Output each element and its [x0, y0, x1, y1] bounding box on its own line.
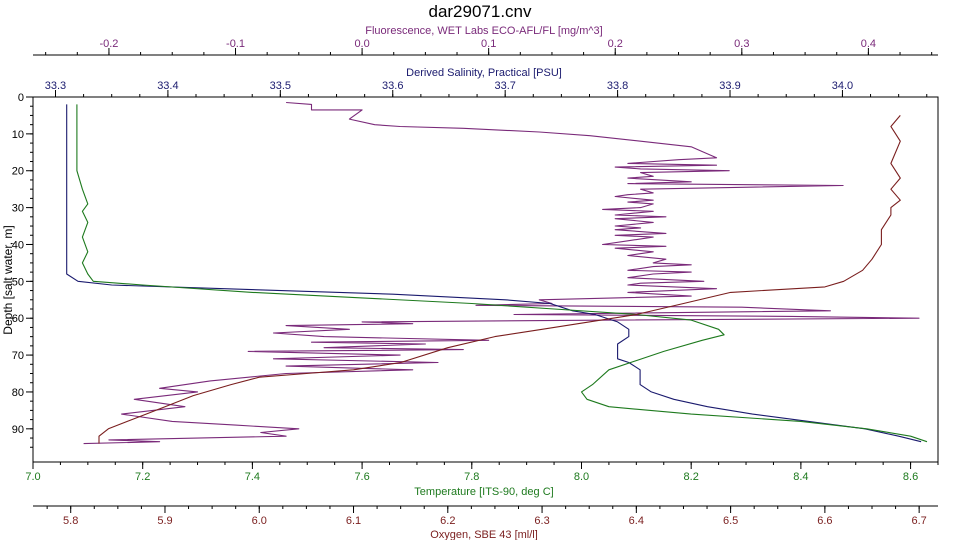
depth-axis-label: Depth [salt water, m]: [1, 225, 15, 334]
fluorescence-tick-label: 0.1: [481, 38, 496, 50]
temperature-axis-label: Temperature [ITS-90, deg C]: [414, 486, 553, 498]
oxygen-axis: 5.8 5.9 6.0 6.1 6.2 6.3 6.4 6.5 6.6 6.7: [33, 505, 938, 527]
salinity-tick-label: 34.0: [832, 80, 853, 92]
temperature-tick-label: 8.0: [574, 471, 589, 483]
oxygen-tick-label: 6.3: [534, 515, 549, 527]
salinity-tick-label: 33.6: [382, 80, 403, 92]
temperature-tick-label: 7.0: [25, 471, 40, 483]
temperature-tick-label: 8.6: [903, 471, 918, 483]
salinity-tick-label: 33.3: [45, 80, 66, 92]
oxygen-tick-label: 5.9: [157, 515, 172, 527]
temperature-tick-label: 7.2: [135, 471, 150, 483]
fluorescence-tick-label: 0.3: [734, 38, 749, 50]
temperature-tick-label: 7.4: [245, 471, 260, 483]
depth-tick-label: 0: [18, 92, 24, 104]
fluorescence-profile-line: [83, 101, 920, 445]
fluorescence-tick-label: 0.0: [354, 38, 369, 50]
oxygen-tick-label: 5.8: [63, 515, 78, 527]
salinity-tick-label: 33.7: [494, 80, 515, 92]
depth-tick-label: 90: [12, 424, 24, 436]
oxygen-tick-label: 6.6: [817, 515, 832, 527]
temperature-tick-label: 7.8: [464, 471, 479, 483]
depth-tick-label: 10: [12, 129, 24, 141]
depth-tick-label: 60: [12, 313, 24, 325]
salinity-tick-label: 33.4: [157, 80, 178, 92]
oxygen-tick-label: 6.1: [346, 515, 361, 527]
temperature-tick-label: 8.2: [684, 471, 699, 483]
depth-tick-label: 70: [12, 350, 24, 362]
plot-area: [32, 96, 939, 463]
oxygen-tick-label: 6.5: [723, 515, 738, 527]
salinity-tick-label: 33.5: [270, 80, 291, 92]
salinity-tick-label: 33.8: [607, 80, 628, 92]
oxygen-tick-label: 6.7: [911, 515, 926, 527]
oxygen-tick-label: 6.2: [440, 515, 455, 527]
temperature-tick-label: 8.4: [793, 471, 808, 483]
depth-tick-label: 40: [12, 239, 24, 251]
temperature-profile-line: [76, 104, 928, 443]
salinity-profile-line: [66, 104, 922, 443]
series-layer: [66, 101, 928, 445]
salinity-axis: 33.3 33.4 33.5 33.6 33.7 33.8 33.9 34.0: [45, 80, 928, 97]
depth-tick-label: 20: [12, 166, 24, 178]
depth-tick-label: 50: [12, 276, 24, 288]
oxygen-tick-label: 6.0: [252, 515, 267, 527]
temperature-axis: 7.0 7.2 7.4 7.6 7.8 8.0 8.2 8.4 8.6: [25, 462, 939, 483]
fluorescence-tick-label: -0.2: [99, 38, 118, 50]
fluorescence-tick-label: -0.1: [226, 38, 245, 50]
oxygen-axis-label: Oxygen, SBE 43 [ml/l]: [430, 529, 538, 540]
chart-title: dar29071.cnv: [428, 2, 532, 21]
temperature-tick-label: 7.6: [354, 471, 369, 483]
fluorescence-tick-label: 0.4: [861, 38, 876, 50]
fluorescence-axis: -0.2 -0.1 0.0 0.1 0.2 0.3 0.4: [33, 38, 938, 56]
depth-tick-label: 80: [12, 387, 24, 399]
depth-tick-label: 30: [12, 203, 24, 215]
fluorescence-tick-label: 0.2: [608, 38, 623, 50]
depth-axis: 0 10 20 30 40 50 60 70 80 90: [12, 92, 33, 448]
oxygen-tick-label: 6.4: [629, 515, 644, 527]
salinity-tick-label: 33.9: [719, 80, 740, 92]
salinity-axis-label: Derived Salinity, Practical [PSU]: [406, 67, 562, 79]
fluorescence-axis-label: Fluorescence, WET Labs ECO-AFL/FL [mg/m^…: [365, 25, 602, 37]
oxygen-profile-line: [98, 115, 901, 444]
